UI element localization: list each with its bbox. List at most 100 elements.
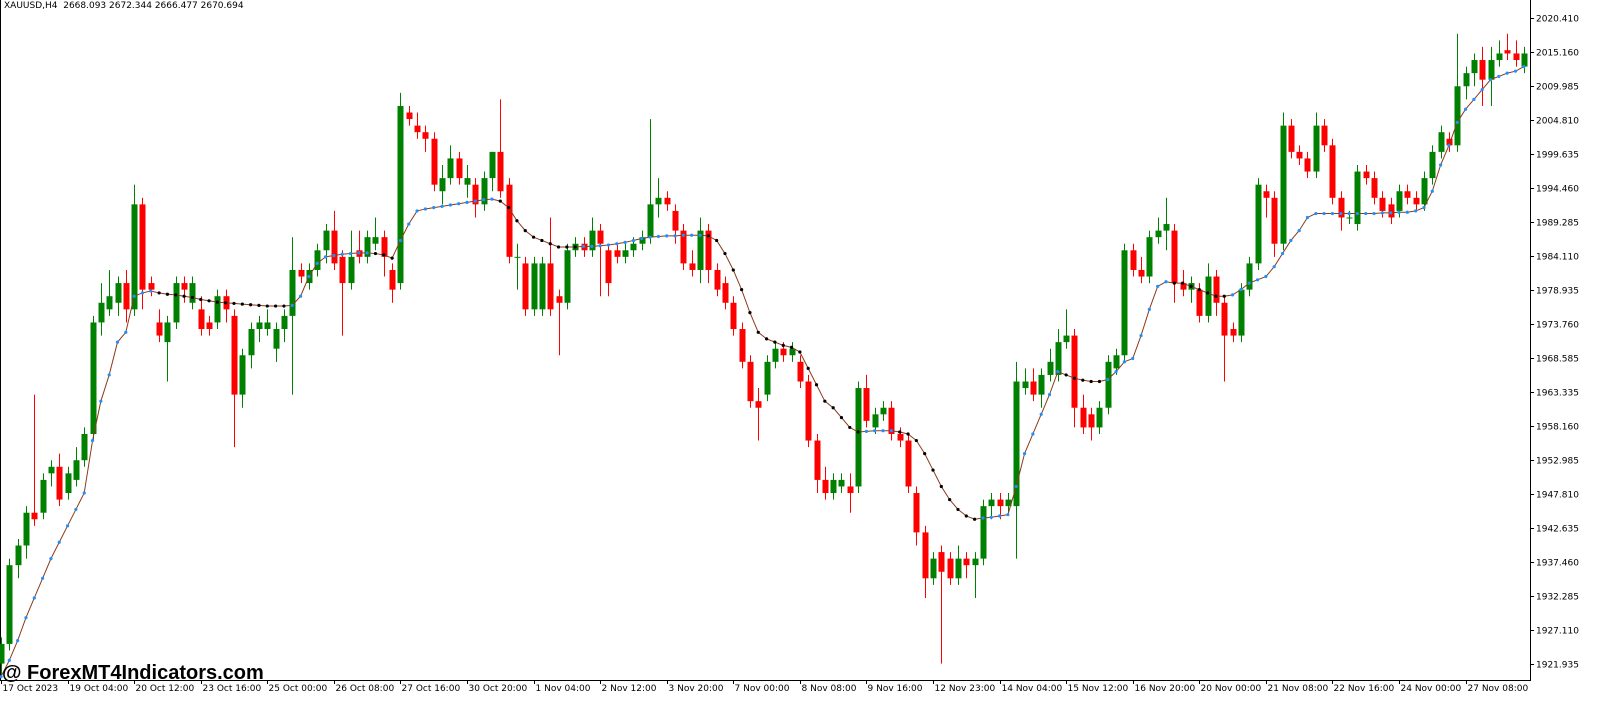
candle-body: [689, 263, 696, 270]
ma-dot: [107, 373, 111, 377]
candle-body: [1163, 224, 1170, 231]
ma-dot: [715, 238, 719, 243]
ma-dot: [1239, 288, 1243, 292]
ma-dot: [1488, 78, 1493, 82]
x-tick-label: 3 Nov 20:00: [669, 684, 724, 694]
candle-body: [1513, 53, 1520, 61]
y-tick-label: 1952.985: [1536, 457, 1579, 467]
ma-dot: [1247, 281, 1251, 285]
candle-body: [1013, 381, 1020, 507]
candle-body: [1146, 237, 1153, 277]
candle-body: [364, 237, 371, 257]
candle-body: [1255, 184, 1262, 264]
ma-dot: [623, 240, 627, 245]
candle-body: [231, 315, 238, 395]
candle-body: [1121, 250, 1128, 356]
candle-body: [1196, 289, 1203, 316]
candle-body: [1230, 329, 1237, 336]
ma-dot: [839, 415, 844, 420]
x-tick-label: 8 Nov 08:00: [802, 684, 857, 694]
candle-body: [90, 322, 97, 434]
ma-dot: [448, 203, 452, 207]
ma-dot: [348, 251, 353, 256]
candle-body: [1429, 151, 1436, 179]
ma-dot: [1039, 412, 1043, 416]
ma-dot: [1156, 284, 1160, 288]
ma-dot: [964, 514, 968, 518]
ma-dot: [1447, 143, 1451, 147]
candle-body: [672, 210, 679, 231]
y-tick-label: 1947.810: [1536, 491, 1579, 501]
candle-body: [314, 250, 321, 270]
ma-dot: [1081, 378, 1085, 382]
x-tick-label: 25 Oct 00:00: [269, 684, 328, 694]
candle-body: [1055, 342, 1062, 375]
ma-dot: [182, 294, 186, 298]
candle-body: [1271, 197, 1278, 244]
candle-body: [214, 296, 221, 323]
y-tick-label: 2004.810: [1536, 117, 1579, 127]
candle-body: [980, 506, 987, 559]
ma-dot: [365, 251, 369, 255]
x-tick-label: 27 Nov 08:00: [1468, 684, 1529, 694]
candle-body: [1354, 171, 1361, 225]
candle-body: [780, 348, 787, 356]
y-tick-label: 2009.985: [1536, 83, 1579, 93]
candle-body: [1396, 191, 1403, 211]
ma-dot: [1455, 120, 1459, 124]
ma-dot: [1064, 373, 1068, 377]
candle-body: [647, 204, 654, 238]
candle-body: [1479, 60, 1486, 80]
ma-dot: [165, 292, 170, 296]
ma-dot: [115, 340, 120, 344]
candle-body: [1113, 355, 1120, 369]
candle-body: [439, 178, 446, 192]
candle-body: [164, 322, 171, 343]
ma-dot: [1289, 238, 1293, 243]
ma-dot: [1347, 211, 1351, 216]
candle-body: [298, 269, 305, 277]
candle-body: [1213, 276, 1220, 303]
ma-dot: [1181, 281, 1185, 285]
ma-dot: [257, 303, 261, 307]
ma-dot: [199, 297, 203, 302]
candle-body: [1496, 53, 1503, 61]
ma-dot: [132, 294, 136, 298]
candle-body: [988, 499, 995, 507]
ma-line: [0, 66, 1525, 677]
candle-body: [56, 466, 63, 500]
ma-dot: [82, 491, 86, 495]
ma-dot: [90, 438, 95, 443]
ma-dot: [1106, 377, 1110, 382]
candle-body: [797, 361, 804, 382]
ma-dot: [631, 238, 636, 243]
ma-dot: [748, 311, 752, 315]
candle-body: [1471, 60, 1478, 74]
candle-body: [1063, 335, 1070, 343]
candle-body: [189, 283, 196, 303]
candle-body: [872, 414, 879, 428]
ma-dot: [432, 206, 436, 210]
ma-dot: [698, 233, 702, 237]
candle-body: [913, 493, 920, 533]
y-tick-label: 1932.285: [1536, 593, 1579, 603]
candle-body: [1038, 374, 1045, 395]
candle-body: [764, 361, 771, 395]
ma-dot: [956, 507, 960, 512]
ma-dot: [1122, 360, 1127, 364]
ma-dot: [540, 238, 544, 243]
ma-dot: [789, 345, 794, 349]
candle-body: [531, 263, 538, 310]
ma-dot: [690, 233, 694, 237]
ma-dot: [1097, 379, 1102, 384]
candle-body: [48, 466, 55, 474]
candle-body: [481, 178, 488, 205]
y-tick-label: 2015.160: [1536, 49, 1579, 59]
ma-dot: [207, 299, 211, 303]
candle-body: [630, 243, 637, 251]
ma-dot: [65, 524, 70, 528]
ma-dot: [124, 330, 128, 334]
candle-body: [1088, 414, 1095, 428]
candle-body: [497, 151, 504, 192]
